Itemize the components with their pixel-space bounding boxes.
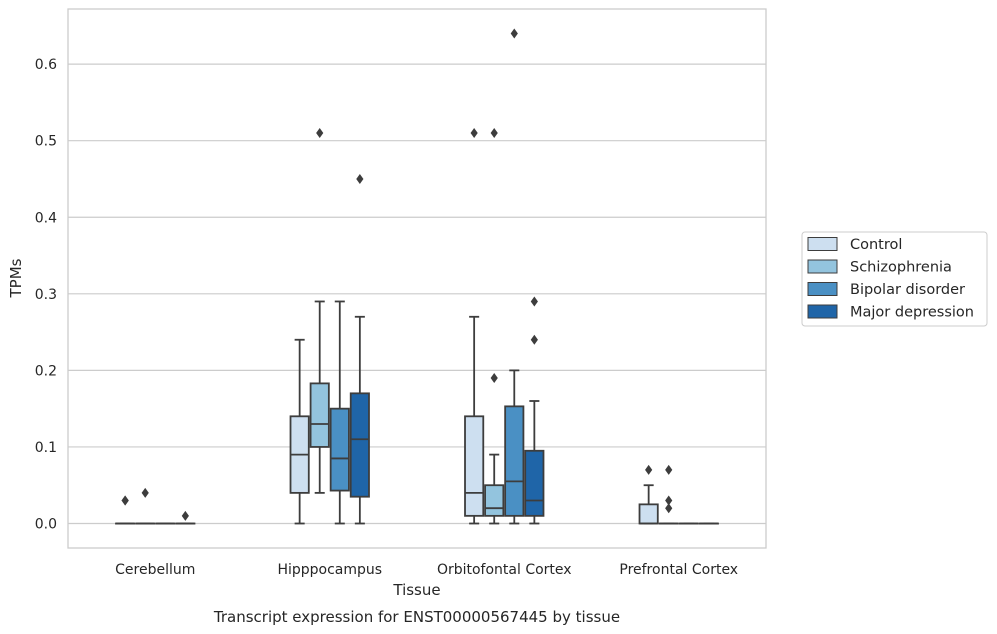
legend: Control Schizophrenia Bipolar disorder Majo… xyxy=(801,231,988,327)
x-tick-label: Prefrontal Cortex xyxy=(619,562,738,578)
box-group xyxy=(349,173,370,525)
box-group xyxy=(115,495,136,525)
plot-area-frame xyxy=(67,8,767,549)
box-group xyxy=(289,338,310,525)
y-gridlines xyxy=(68,63,766,525)
box xyxy=(329,407,350,492)
outlier-point xyxy=(356,173,364,184)
box-group xyxy=(524,296,545,525)
y-tick-label: 0.4 xyxy=(35,210,57,226)
outlier-point xyxy=(530,296,538,307)
outlier-point xyxy=(121,495,129,506)
legend-swatch xyxy=(807,237,838,251)
x-axis-ticks: Cerebellum Hipppocampus Orbitofontal Corte… xyxy=(115,562,738,578)
legend-label: Major depression xyxy=(850,305,974,321)
legend-swatch xyxy=(807,282,838,296)
outlier-point xyxy=(181,510,189,521)
box-group xyxy=(464,128,485,525)
legend-label: Schizophrenia xyxy=(850,260,952,276)
outlier-point xyxy=(665,503,673,514)
outlier-point xyxy=(490,128,498,139)
box xyxy=(524,449,545,517)
box-group xyxy=(175,510,196,525)
box-group xyxy=(638,464,659,525)
legend-swatch xyxy=(807,304,838,319)
outlier-point xyxy=(645,464,653,475)
box xyxy=(638,503,659,525)
legend-label: Bipolar disorder xyxy=(850,282,965,298)
y-tick-label: 0.3 xyxy=(35,287,57,303)
y-tick-label: 0.2 xyxy=(35,363,57,379)
outlier-point xyxy=(530,334,538,345)
y-tick-label: 0.5 xyxy=(35,134,57,150)
box-plots xyxy=(115,28,719,525)
box xyxy=(484,484,505,517)
outlier-point xyxy=(665,464,673,475)
outlier-point xyxy=(490,373,498,384)
y-tick-label: 0.1 xyxy=(35,440,57,456)
y-tick-label: 0.6 xyxy=(35,57,57,73)
outlier-point xyxy=(470,128,478,139)
box xyxy=(309,382,330,448)
y-axis-title: TPMs xyxy=(7,258,25,298)
outlier-point xyxy=(510,28,518,39)
x-tick-label: Hipppocampus xyxy=(277,562,382,578)
legend-swatch xyxy=(807,259,838,274)
box-group xyxy=(484,128,505,525)
box-group xyxy=(135,487,156,525)
y-tick-label: 0.0 xyxy=(35,517,57,533)
box-group xyxy=(658,464,679,525)
outlier-point xyxy=(665,495,673,506)
outlier-point xyxy=(141,487,149,498)
y-axis-ticks: 0.0 0.1 0.2 0.3 0.4 0.5 0.6 xyxy=(35,57,57,532)
x-tick-label: Cerebellum xyxy=(115,562,195,578)
chart-caption: Transcript expression for ENST0000056744… xyxy=(213,608,620,626)
box xyxy=(504,405,525,517)
legend-frame xyxy=(801,231,988,327)
box-group xyxy=(504,28,525,525)
x-tick-label: Orbitofontal Cortex xyxy=(437,562,572,578)
box xyxy=(464,415,485,517)
legend-label: Control xyxy=(850,237,902,253)
box xyxy=(349,392,370,498)
box-group xyxy=(309,128,330,494)
outlier-point xyxy=(316,128,324,139)
x-axis-title: Tissue xyxy=(392,581,440,599)
box-group xyxy=(329,300,350,525)
